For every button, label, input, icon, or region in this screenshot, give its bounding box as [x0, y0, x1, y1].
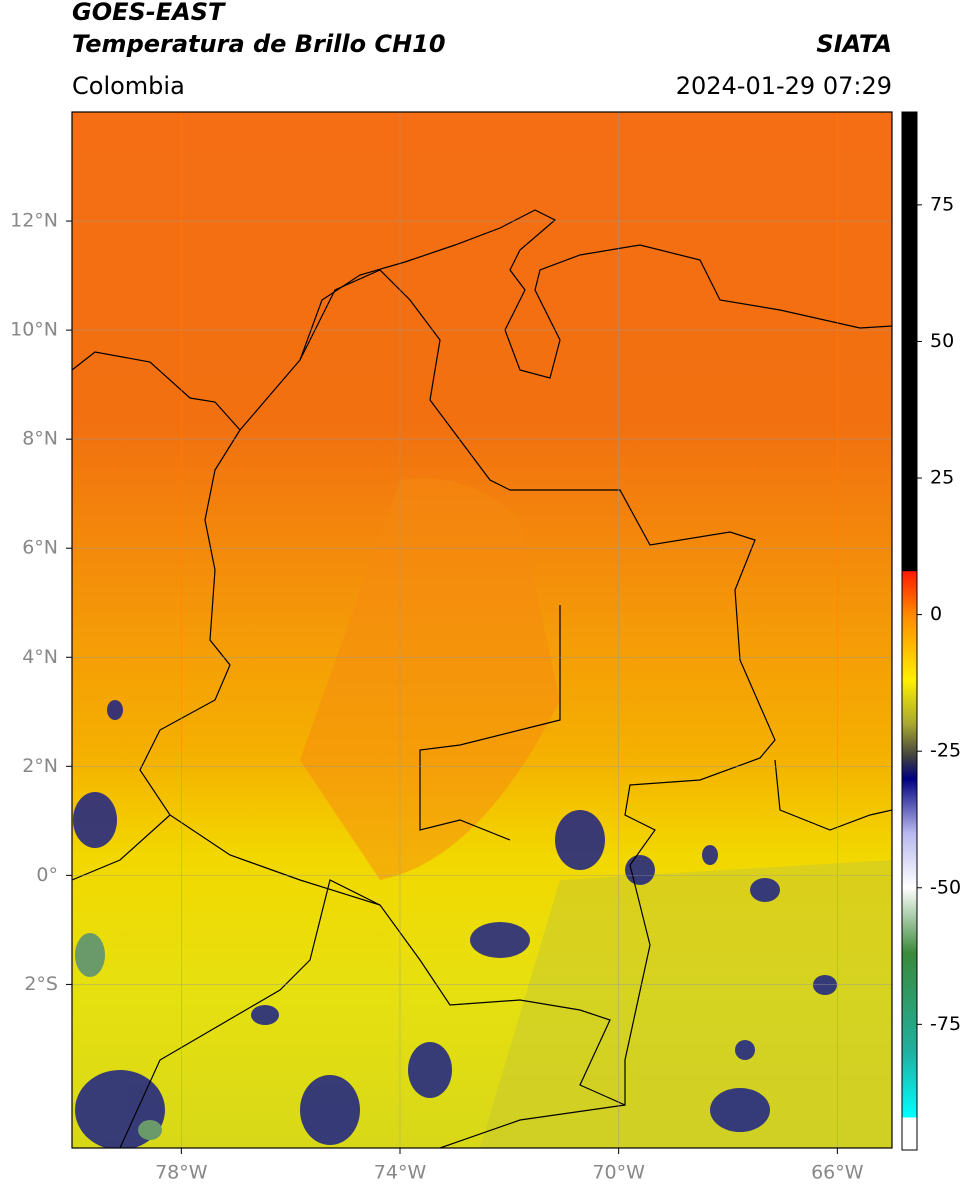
y-tick-label: 4°N	[22, 646, 58, 668]
very-cold-tops	[75, 933, 162, 1140]
y-tick-label: 2°N	[22, 755, 58, 777]
y-tick-label: 12°N	[10, 210, 58, 232]
colorbar-tick-label: 25	[930, 467, 954, 489]
colorbar-tick-label: 75	[930, 193, 954, 215]
y-tick-label: 10°N	[10, 319, 58, 341]
x-tick-label: 78°W	[155, 1162, 208, 1184]
x-tick-label: 70°W	[592, 1162, 645, 1184]
datetime: 2024-01-29 07:29	[676, 72, 892, 100]
convective-cells	[73, 700, 837, 1148]
colorbar-tick-label: -50	[930, 876, 961, 898]
colorbar-tick-label: 0	[930, 603, 942, 625]
y-tick-label: 0°	[36, 864, 58, 886]
plot-frame	[71, 111, 893, 1149]
title: GOES-EAST	[72, 0, 226, 26]
colorbar-tick-label: -25	[930, 740, 961, 762]
department-borders	[419, 605, 892, 841]
warm-field	[300, 478, 560, 880]
y-tick-label: 8°N	[22, 428, 58, 450]
colorbar-tick-label: -75	[930, 1013, 961, 1035]
y-tick-label: 6°N	[22, 537, 58, 559]
cold-cloud-field	[480, 860, 892, 1148]
map-area	[72, 112, 892, 1148]
grid	[72, 112, 892, 1148]
colorbar-tick-label: 50	[930, 330, 954, 352]
source: SIATA	[816, 30, 892, 58]
subtitle: Temperatura de Brillo CH10	[72, 30, 446, 58]
neighbor-borders	[72, 814, 626, 1148]
y-tick-label: 2°S	[24, 973, 58, 995]
region: Colombia	[72, 72, 185, 100]
x-tick-label: 66°W	[811, 1162, 864, 1184]
colombia-border	[139, 269, 776, 1106]
colorbar	[901, 111, 918, 1151]
x-tick-label: 74°W	[374, 1162, 427, 1184]
